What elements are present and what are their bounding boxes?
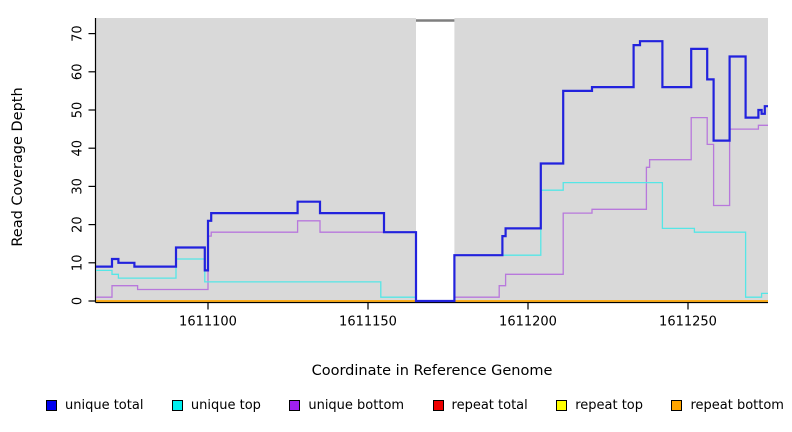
y-tick-label: 30 <box>71 178 86 195</box>
legend-label: repeat bottom <box>690 398 784 413</box>
legend-item-repeat-total: repeat total <box>432 398 528 413</box>
y-tick-label: 20 <box>71 216 86 233</box>
series-unique-total <box>96 40 768 303</box>
legend-swatch-icon <box>171 400 183 411</box>
y-tick-label: 70 <box>71 25 86 42</box>
panel-right <box>454 18 768 303</box>
legend-swatch-icon <box>46 400 57 411</box>
coverage-series-lines <box>96 40 768 303</box>
y-tick-label: 50 <box>71 102 86 119</box>
legend-item-unique-top: unique top <box>171 398 261 413</box>
x-axis-title: Coordinate in Reference Genome <box>312 363 553 379</box>
plot-axes: 0 10 20 30 40 50 60 70 1611100 1611150 1611200 1611… <box>71 18 768 330</box>
y-tick-label: 60 <box>71 64 86 81</box>
legend-item-repeat-top: repeat top <box>556 399 643 412</box>
legend-label: unique total <box>65 398 144 413</box>
legend-swatch-icon <box>432 400 444 411</box>
y-tick-label: 10 <box>71 255 86 272</box>
legend-label: unique top <box>190 398 261 413</box>
legend-label: unique bottom <box>308 398 405 413</box>
legend-item-repeat-bottom: repeat bottom <box>671 399 784 412</box>
y-tick-label: 40 <box>71 140 86 157</box>
panel-left <box>96 18 416 303</box>
legend-swatch-icon <box>289 400 301 411</box>
x-tick-label: 1611250 <box>659 315 717 330</box>
legend-item-unique-total: unique total <box>46 399 143 412</box>
legend-label: repeat total <box>451 398 528 413</box>
x-tick-label: 1611100 <box>179 315 237 330</box>
legend-label: repeat top <box>575 398 643 413</box>
legend-swatch-icon <box>556 400 568 411</box>
plot-panels <box>96 18 768 303</box>
legend-item-unique-bottom: unique bottom <box>289 399 404 412</box>
series-unique-bottom <box>96 116 768 302</box>
x-tick-label: 1611200 <box>499 315 557 330</box>
y-axis-title: Read Coverage Depth <box>10 87 26 246</box>
x-tick-label: 1611150 <box>339 315 397 330</box>
legend: unique total unique top unique bottom repea… <box>46 399 784 412</box>
legend-swatch-icon <box>671 400 683 411</box>
y-tick-label: 0 <box>71 297 86 305</box>
